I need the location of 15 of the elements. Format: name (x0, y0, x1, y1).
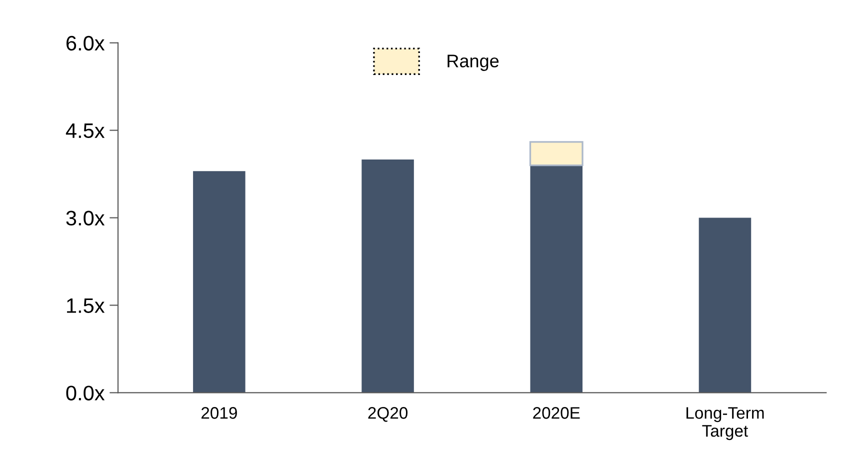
y-tick-label: 3.0x (66, 210, 105, 226)
y-tick-label: 1.5x (67, 298, 105, 313)
x-tick-label: Long-Term Target (686, 407, 764, 440)
x-tick-label: 2020E (533, 407, 580, 419)
y-tick-label: 6.0x (66, 36, 105, 51)
legend-label: Range (448, 54, 499, 71)
y-tick-label: 0.0x (66, 386, 105, 400)
y-tick-label: 4.5x (66, 124, 105, 138)
x-tick-label: 2019 (201, 407, 237, 419)
bar (193, 171, 246, 393)
x-tick-label: 2Q20 (368, 407, 408, 422)
bar (529, 141, 584, 166)
bar (530, 165, 583, 393)
bar (362, 159, 414, 393)
bar (698, 218, 752, 393)
